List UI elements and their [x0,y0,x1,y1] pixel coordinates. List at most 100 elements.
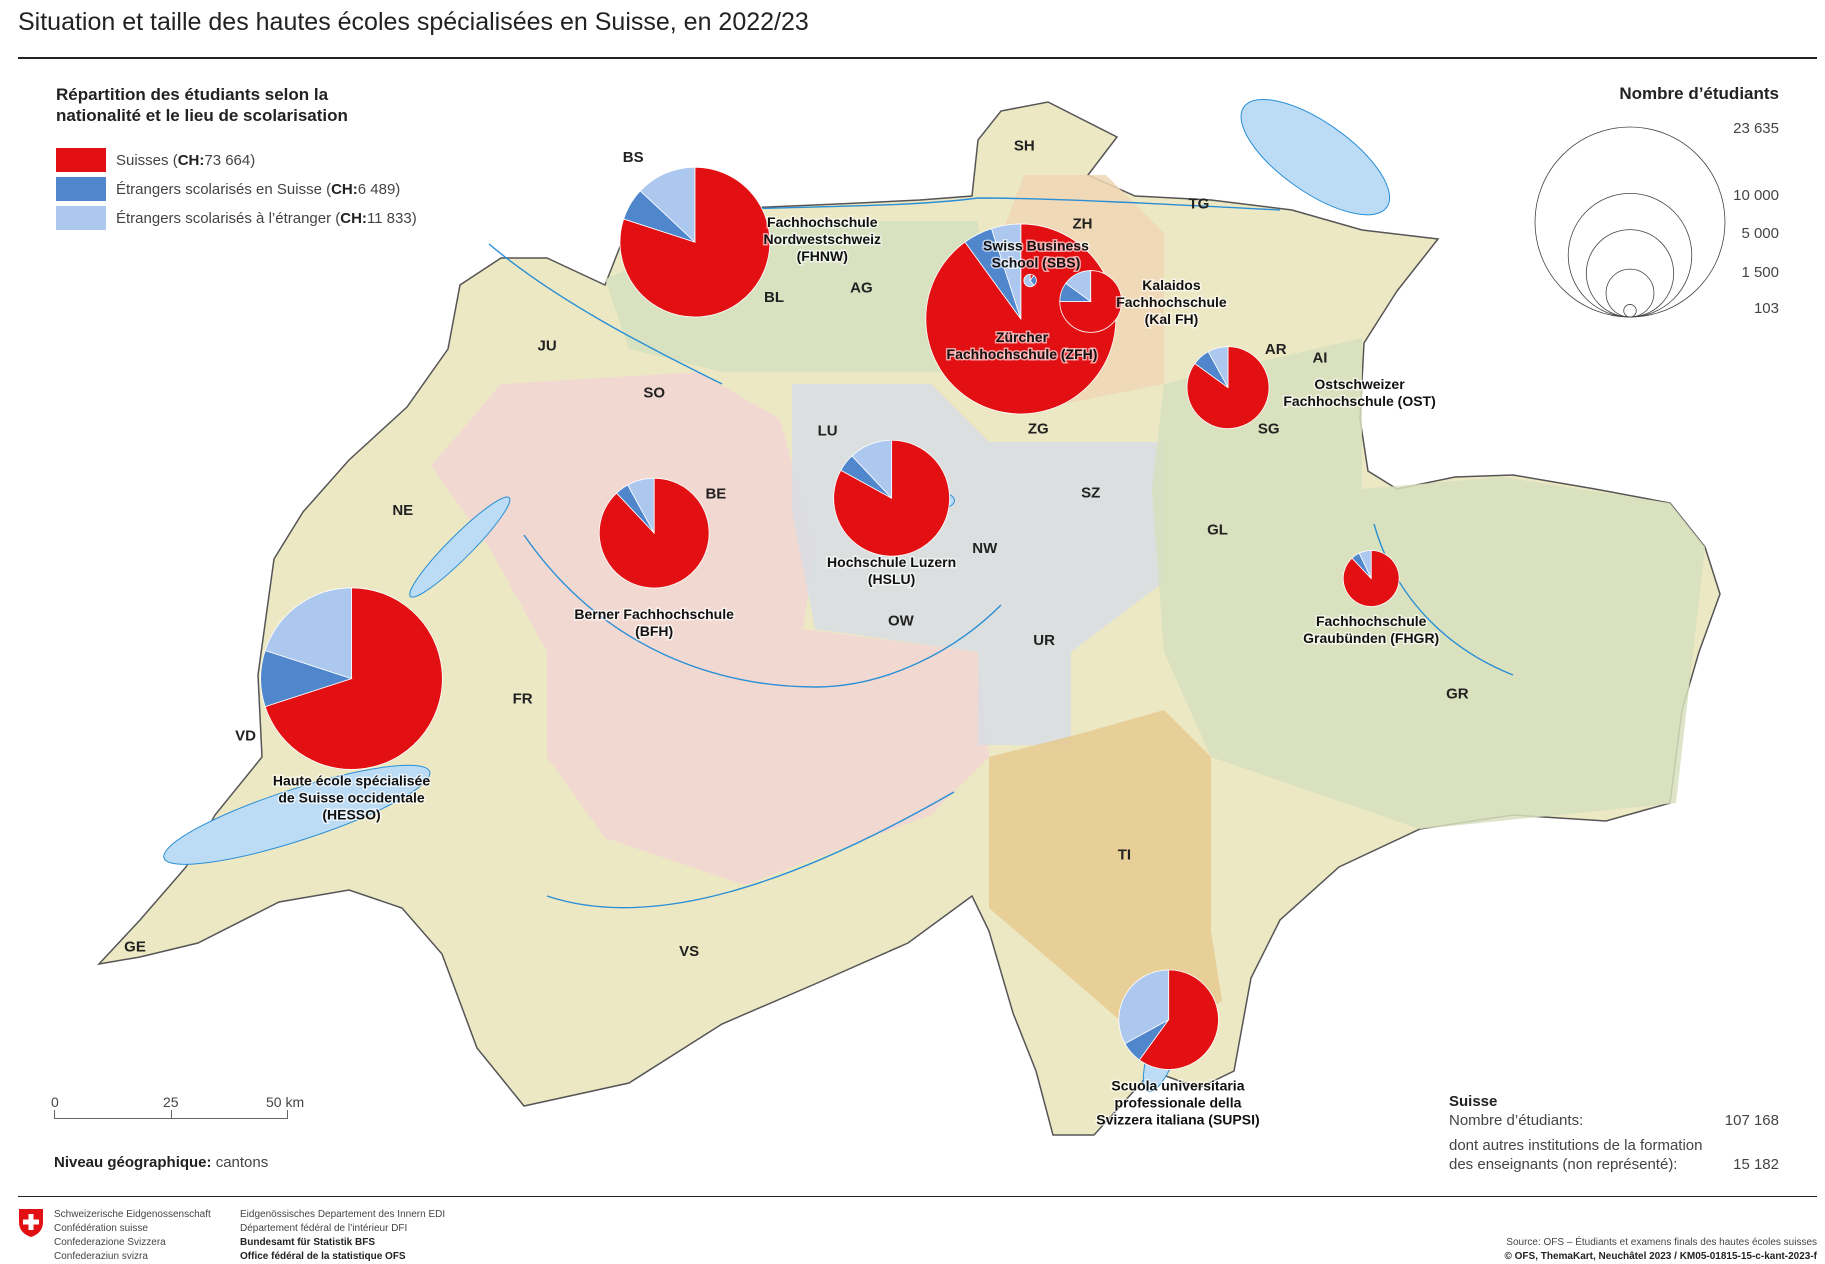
source-credit: Source: OFS – Étudiants et examens final… [1504,1237,1818,1262]
institution-label: (Kal FH) [1145,311,1199,327]
size-legend-circle [1534,126,1726,318]
legend-item: Suisses (CH: 73 664) [56,148,255,172]
summary-box: Suisse Nombre d’étudiants: 107 168 dont a… [1449,1092,1779,1174]
slice-etrangers-etranger [1207,346,1229,388]
institution-label: (FHNW) [797,248,848,264]
river [1373,523,1514,676]
institution-label: Graubünden (FHGR) [1303,630,1439,646]
canton-label-zg: ZG [1028,420,1049,437]
size-legend-circle [1585,229,1675,318]
institution-label: (BFH) [635,623,673,639]
canton-label-ge: GE [124,938,146,955]
canton-label-ag: AG [850,280,873,297]
canton-label-ar: AR [1265,341,1287,358]
canton-label-sg: SG [1258,420,1280,437]
lake [1240,98,1391,216]
canton-label-ju: JU [537,338,556,355]
slice-etrangers-etranger [990,223,1022,320]
institution-label: Svizzera italiana (SUPSI) [1096,1112,1259,1128]
title-divider [18,57,1817,59]
region-be [431,372,989,885]
canton-label-tg: TG [1188,196,1209,213]
slice-etrangers-etranger [1358,550,1372,579]
canton-label-gl: GL [1207,522,1228,539]
slice-suisses [1059,270,1122,333]
size-legend-label: 10 000 [1733,187,1779,204]
students-label: Nombre d’étudiants: [1449,1112,1584,1129]
slice-etrangers-etranger [627,477,655,534]
institution-pies: FachhochschuleNordwestschweiz(FHNW)Zürch… [260,166,1441,1129]
legend-heading: Répartition des étudiants selon la natio… [56,85,348,125]
canton-label-ai: AI [1312,349,1327,366]
summary-heading: Suisse [1449,1093,1498,1110]
canton-label-sz: SZ [1081,484,1100,501]
institution-label: Nordwestschweiz [764,231,881,247]
size-legend-circle [1605,268,1655,318]
institution-label: Fachhochschule (ZFH) [947,346,1098,362]
slice-etrangers-etranger [851,439,893,500]
footer-divider [18,1196,1817,1197]
size-legend-label: 103 [1753,300,1779,317]
institution-label: Swiss Business [983,237,1089,253]
canton-label-zh: ZH [1073,215,1093,232]
slice-etrangers-etranger [639,166,696,244]
institution-label: (HESSO) [322,807,380,823]
institution-label: Ostschweizer [1314,376,1405,392]
institution-label: Zürcher [996,329,1049,345]
size-legend-circles [1534,126,1726,318]
size-legend-title: Nombre d’étudiants [1619,84,1779,103]
swiss-coat-of-arms-icon [19,1209,43,1237]
scale-label: 50 km [266,1094,305,1110]
other-label: dont autres institutions de la formation… [1449,1137,1703,1173]
canton-label-fr: FR [513,690,533,707]
institution-label: Fachhochschule [1116,294,1227,310]
size-legend-label: 5 000 [1741,225,1779,242]
institution-label: Fachhochschule [1316,613,1427,629]
canton-label-nw: NW [972,540,998,557]
slice-etrangers-etranger [1023,273,1035,288]
students-value: 107 168 [1724,1112,1779,1129]
canton-label-vd: VD [235,728,256,745]
legend-swatch [56,177,106,201]
institution-label: Hochschule Luzern [827,554,956,570]
canton-label-ti: TI [1118,846,1131,863]
confederation-names: Schweizerische Eidgenossenschaft Confédér… [54,1209,211,1262]
institution-label: Berner Fachhochschule [574,606,734,622]
institution-label: School (SBS) [992,254,1081,270]
slice-etrangers-etranger [1065,270,1092,303]
scale-label: 0 [51,1094,59,1110]
slice-suisses [1138,969,1219,1070]
legend-swatch [56,148,106,172]
size-legend-circle [1623,304,1637,318]
institution-label: Kalaidos [1142,277,1201,293]
canton-label-ur: UR [1033,632,1055,649]
region-ti [989,710,1222,1048]
geographic-level: Niveau géographique: cantons [54,1154,269,1171]
institution-label: Fachhochschule (OST) [1283,393,1435,409]
region-east [1152,338,1705,829]
size-legend-circle [1567,193,1693,318]
canton-label-sh: SH [1014,138,1035,155]
canton-label-vs: VS [679,943,699,960]
institution-label: (HSLU) [868,571,915,587]
other-value: 15 182 [1733,1156,1779,1173]
institution-pie: Hochschule Luzern(HSLU) [826,439,958,588]
lake [409,496,511,598]
department-names: Eidgenössisches Departement des Innern E… [240,1209,446,1262]
canton-label-gr: GR [1446,686,1469,703]
slice-etrangers-etranger [1118,969,1170,1045]
canton-label-bs: BS [623,149,644,166]
canton-label-lu: LU [818,423,838,440]
legend-swatch [56,206,106,230]
institution-label: Haute école spécialisée [273,773,430,789]
institution-label: Fachhochschule [767,214,878,230]
institution-label: professionale della [1115,1095,1242,1111]
scale-label: 25 [163,1094,179,1110]
